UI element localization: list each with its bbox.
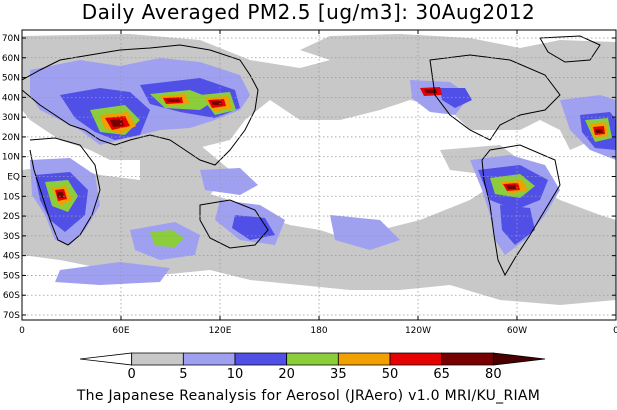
lat-tick-label: 40S bbox=[3, 252, 20, 262]
chart-title: Daily Averaged PM2.5 [ug/m3]: 30Aug2012 bbox=[81, 0, 536, 24]
colorbar-segment bbox=[79, 352, 133, 366]
lat-tick-label: 20N bbox=[2, 133, 20, 143]
colorbar-tick-label: 50 bbox=[382, 367, 399, 382]
lon-tick-label: 0 bbox=[19, 326, 25, 336]
lat-tick-label: 60S bbox=[3, 291, 20, 301]
lat-tick-label: 70N bbox=[2, 34, 20, 44]
lat-tick-label: EQ bbox=[7, 173, 20, 183]
colorbar-tick-label: 65 bbox=[433, 367, 450, 382]
colorbar-segment bbox=[337, 352, 391, 366]
colorbar-tick-label: 10 bbox=[227, 367, 244, 382]
colorbar: 0 5 10 20 35 50 65 80 bbox=[79, 352, 546, 382]
colorbar-segment bbox=[234, 352, 288, 366]
footer-credit: The Japanese Reanalysis for Aerosol (JRA… bbox=[76, 388, 541, 404]
lat-tick-label: 50S bbox=[3, 271, 20, 281]
lat-tick-label: 20S bbox=[3, 212, 20, 222]
coastlines bbox=[22, 35, 601, 277]
lat-tick-label: 70S bbox=[3, 311, 20, 321]
colorbar-segment bbox=[492, 352, 546, 366]
lat-tick-label: 60N bbox=[2, 54, 20, 64]
colorbar-tick-label: 35 bbox=[330, 367, 347, 382]
colorbar-segment bbox=[441, 352, 494, 366]
lat-tick-label: 30N bbox=[2, 113, 20, 123]
lat-tick-label: 10S bbox=[3, 192, 20, 202]
colorbar-tick-label: 20 bbox=[278, 367, 295, 382]
colorbar-tick-label: 80 bbox=[485, 367, 502, 382]
lon-tick-label: 60E bbox=[112, 326, 129, 336]
lat-tick-label: 10N bbox=[2, 153, 20, 163]
colorbar-tick-label: 5 bbox=[179, 367, 187, 382]
lat-tick-label: 40N bbox=[2, 93, 20, 103]
gridlines bbox=[23, 31, 615, 319]
longitude-axis: 0 60E 120E 180 120W 60W 0 bbox=[19, 30, 617, 336]
latitude-axis: 70N 60N 50N 40N 30N 20N 10N EQ 10S 20S 30S 40S 50S 60… bbox=[2, 34, 616, 321]
colorbar-segment bbox=[131, 352, 184, 366]
colorbar-segment bbox=[182, 352, 236, 366]
lon-tick-label: 120W bbox=[405, 326, 431, 336]
pm25-field-80-plus bbox=[57, 89, 603, 198]
lon-tick-label: 60W bbox=[507, 326, 527, 336]
colorbar-tick-label: 0 bbox=[128, 367, 136, 382]
colorbar-segment bbox=[389, 352, 443, 366]
lon-tick-label: 0 bbox=[613, 326, 617, 336]
lon-tick-label: 120E bbox=[209, 326, 232, 336]
lat-tick-label: 50N bbox=[2, 74, 20, 84]
lat-tick-label: 30S bbox=[3, 232, 20, 242]
colorbar-segment bbox=[286, 352, 339, 366]
lon-tick-label: 180 bbox=[310, 326, 327, 336]
